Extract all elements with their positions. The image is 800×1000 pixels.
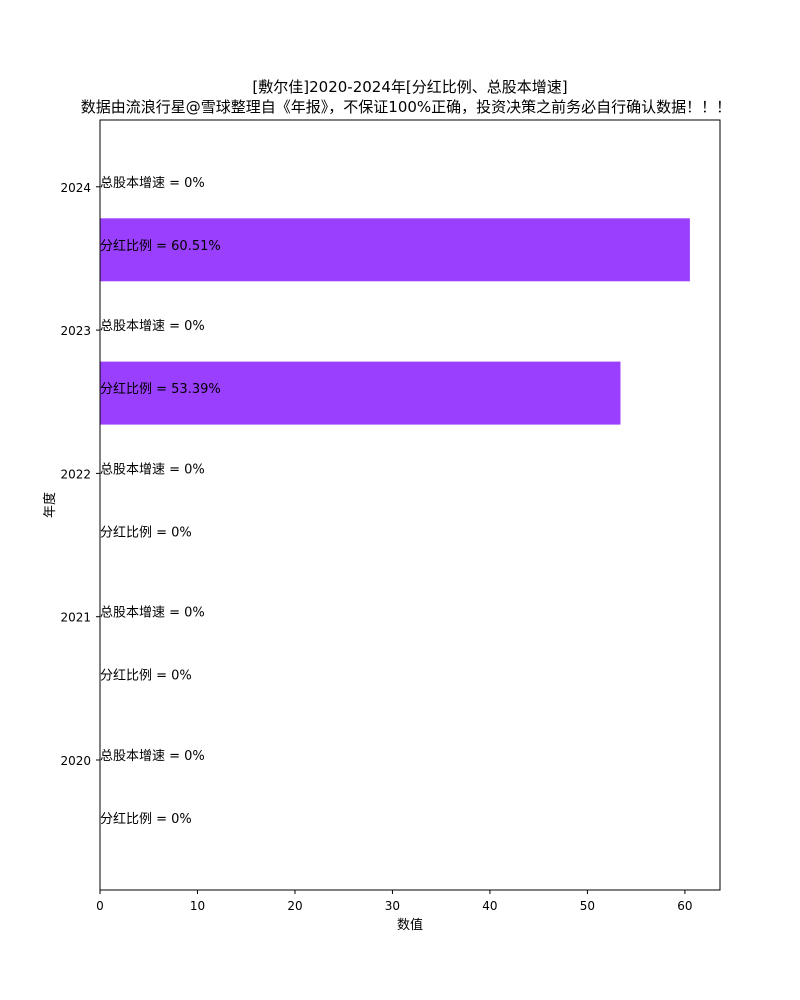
x-tick-label: 50 [580,899,595,913]
x-tick-label: 10 [190,899,205,913]
bar-dividend-ratio-2023 [100,361,621,425]
y-axis-label: 年度 [42,492,58,518]
data-label: 总股本增速 = 0% [100,319,205,334]
bar-dividend-ratio-2024 [100,218,690,282]
plot-frame [99,119,721,891]
data-label: 总股本增速 = 0% [100,749,205,764]
data-label: 分红比例 = 0% [100,811,192,827]
data-label: 分红比例 = 60.51% [100,238,221,254]
data-label: 分红比例 = 0% [100,524,192,540]
data-label: 总股本增速 = 0% [100,176,205,191]
x-tick-label: 0 [96,899,104,913]
x-tick-label: 30 [385,899,400,913]
data-label: 总股本增速 = 0% [100,606,205,621]
x-axis-label: 数值 [397,917,423,933]
data-label: 分红比例 = 53.39% [100,381,221,397]
data-label: 分红比例 = 0% [100,668,192,684]
chart-subtitle: 数据由流浪行星@雪球整理自《年报》，不保证100%正确，投资决策之前务必自行确认… [81,98,731,116]
x-tick-label: 60 [677,899,692,913]
y-tick-label: 2024 [60,181,91,195]
chart-title: [敷尔佳]2020-2024年[分红比例、总股本增速] [252,78,567,96]
y-tick-label: 2022 [60,467,91,481]
y-tick-label: 2020 [60,754,91,768]
data-label: 总股本增速 = 0% [100,462,205,477]
x-tick-label: 40 [482,899,497,913]
y-tick-label: 2021 [60,611,91,625]
x-tick-label: 20 [287,899,302,913]
y-tick-label: 2023 [60,324,91,338]
